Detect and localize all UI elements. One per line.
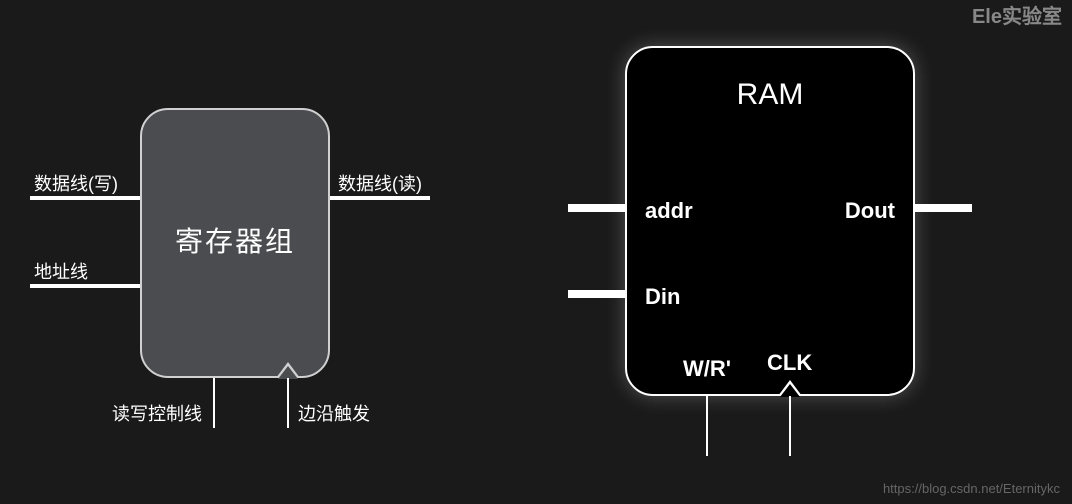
port-label-data-write: 数据线(写)	[34, 170, 118, 196]
wire-ram-addr	[568, 204, 625, 212]
port-label-wr: W/R'	[683, 356, 731, 382]
port-label-din: Din	[645, 284, 680, 310]
watermark-bottom: https://blog.csdn.net/Eternitykc	[883, 481, 1060, 496]
ram-block-title: RAM	[627, 78, 913, 112]
register-block-title: 寄存器组	[142, 220, 328, 260]
ram-block: RAM addr Dout Din W/R' CLK	[625, 46, 915, 396]
port-label-edge-trig: 边沿触发	[298, 400, 370, 426]
wire-ram-clk	[789, 396, 791, 456]
register-block: 寄存器组	[140, 108, 330, 378]
wire-data-write	[30, 196, 140, 200]
wire-addr-left	[30, 284, 140, 288]
wire-ram-din	[568, 290, 625, 298]
port-label-clk: CLK	[767, 350, 812, 376]
port-label-rw-ctrl: 读写控制线	[112, 400, 202, 426]
port-label-dout: Dout	[845, 198, 895, 224]
wire-edge-trig	[287, 378, 289, 428]
watermark-top: Ele实验室	[972, 0, 1062, 29]
port-label-addr: addr	[645, 198, 693, 224]
wire-ram-dout	[915, 204, 972, 212]
wire-ram-wr	[706, 396, 708, 456]
wire-rw-ctrl	[213, 378, 215, 428]
wire-data-read	[330, 196, 430, 200]
port-label-data-read: 数据线(读)	[338, 170, 422, 196]
port-label-addr-left: 地址线	[34, 258, 88, 284]
